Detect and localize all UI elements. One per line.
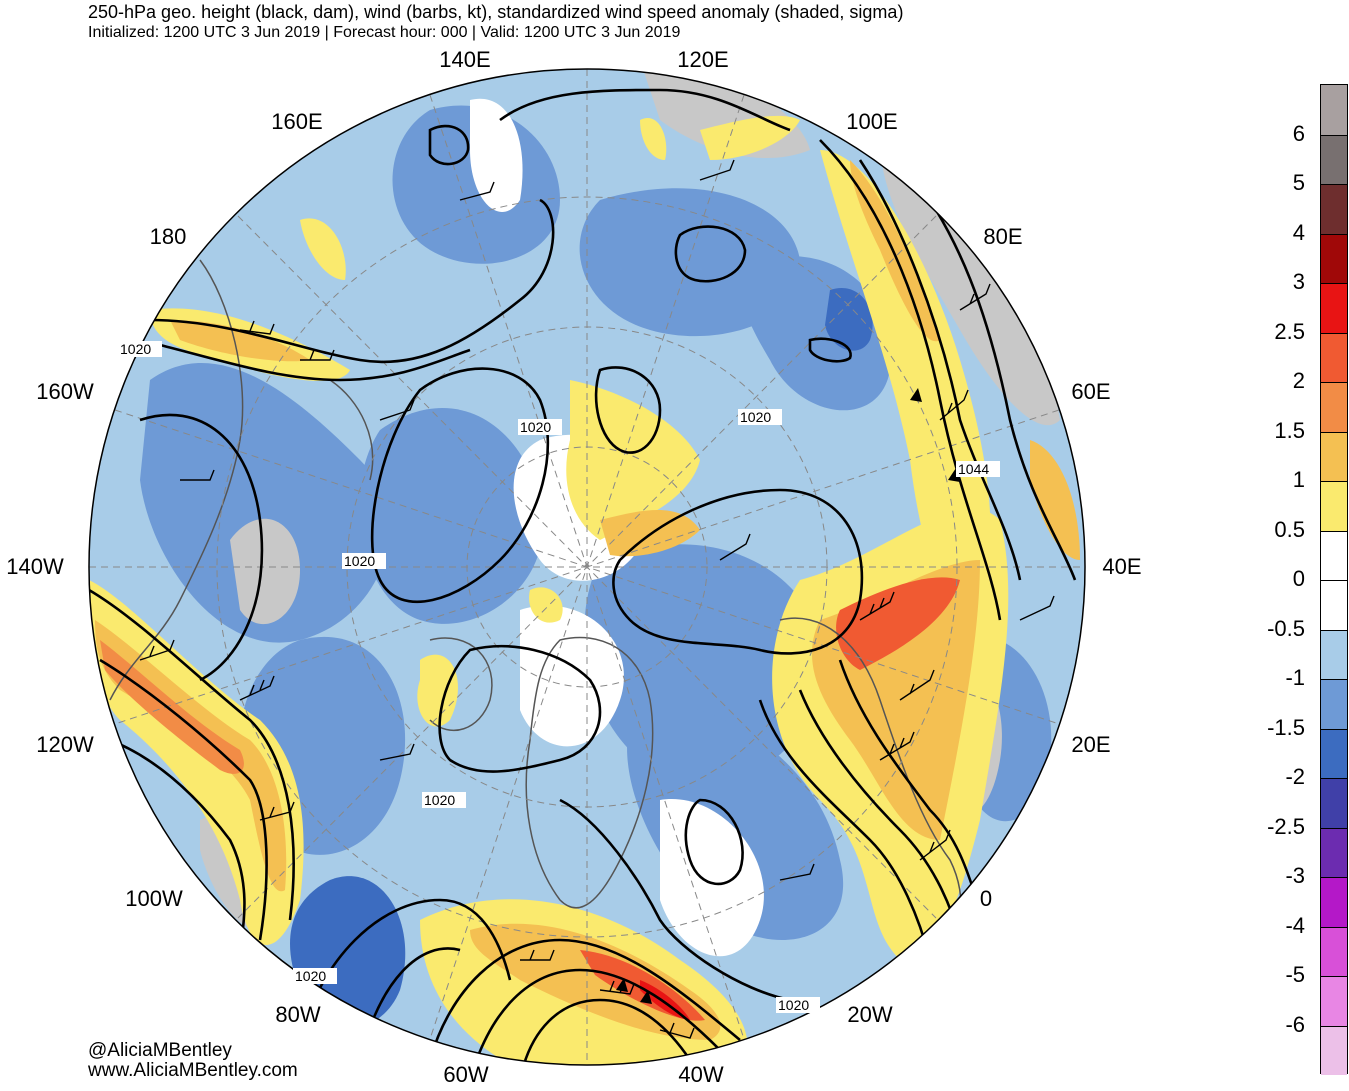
colorbar-swatch bbox=[1321, 629, 1347, 679]
contour-labels: 1020 1020 1020 1044 1020 1020 1020 1020 bbox=[118, 341, 1000, 1013]
contour-label: 1044 bbox=[958, 461, 989, 477]
colorbar-label: -4 bbox=[1285, 912, 1305, 938]
colorbar-label: 4 bbox=[1292, 219, 1305, 245]
colorbar-label: -6 bbox=[1285, 1011, 1305, 1037]
wind-barbs bbox=[139, 159, 1055, 1039]
colorbar-label: -1 bbox=[1285, 665, 1305, 690]
contour-label: 1020 bbox=[520, 419, 551, 435]
longitude-label: 160W bbox=[36, 379, 94, 404]
colorbar-swatch bbox=[1321, 530, 1347, 580]
longitude-label: 0 bbox=[979, 886, 993, 911]
colorbar-swatch bbox=[1321, 827, 1347, 877]
colorbar-label: 2.5 bbox=[1274, 318, 1305, 344]
longitude-label: 60W bbox=[443, 1062, 489, 1087]
colorbar-swatch bbox=[1321, 233, 1347, 283]
longitude-label: 40E bbox=[1102, 554, 1142, 579]
longitude-label: 140W bbox=[6, 554, 64, 579]
graticule bbox=[89, 69, 1085, 1065]
colorbar-label: -0.5 bbox=[1267, 615, 1305, 641]
colorbar-swatch bbox=[1321, 184, 1347, 234]
contour-label: 1020 bbox=[778, 997, 809, 1013]
colorbar-swatch bbox=[1321, 728, 1347, 778]
longitude-label: 40W bbox=[678, 1062, 724, 1087]
colorbar-swatch bbox=[1321, 382, 1347, 432]
colorbar-swatch bbox=[1321, 134, 1347, 184]
colorbar-swatch bbox=[1321, 877, 1347, 927]
colorbar-swatch bbox=[1321, 976, 1347, 1026]
contour-label: 1020 bbox=[424, 792, 455, 808]
colorbar-label: 5 bbox=[1292, 170, 1305, 195]
contour-label: 1020 bbox=[740, 409, 771, 425]
longitude-label: 120E bbox=[677, 47, 729, 72]
longitude-label: 160E bbox=[271, 109, 323, 134]
colorbar-label: 0 bbox=[1292, 566, 1305, 591]
longitude-label: 100E bbox=[846, 109, 898, 134]
colorbar-label: 1 bbox=[1292, 467, 1305, 492]
colorbar-swatch bbox=[1321, 283, 1347, 333]
map-border bbox=[88, 68, 1086, 1066]
chart-title: 250-hPa geo. height (black, dam), wind (… bbox=[88, 2, 904, 22]
longitude-label: 180 bbox=[149, 224, 187, 249]
colorbar-swatch bbox=[1321, 778, 1347, 828]
longitude-label: 80W bbox=[275, 1002, 321, 1027]
colorbar-label: 2 bbox=[1292, 368, 1305, 393]
colorbar-swatch bbox=[1321, 431, 1347, 481]
colorbar-swatches bbox=[1320, 84, 1348, 1075]
colorbar-label: -2 bbox=[1285, 764, 1305, 789]
chart-subtitle: Initialized: 1200 UTC 3 Jun 2019 | Forec… bbox=[88, 24, 681, 41]
colorbar-swatch bbox=[1321, 85, 1347, 135]
colorbar-label: -3 bbox=[1285, 863, 1305, 888]
colorbar-swatch bbox=[1321, 1025, 1347, 1075]
colorbar-label: 0.5 bbox=[1274, 516, 1305, 542]
credit-handle: @AliciaMBentley bbox=[88, 1040, 232, 1061]
colorbar-swatch bbox=[1321, 580, 1347, 630]
longitude-label: 20W bbox=[847, 1002, 893, 1027]
colorbar-label: -1.5 bbox=[1267, 714, 1305, 740]
colorbar-label: 1.5 bbox=[1274, 417, 1305, 443]
contour-label: 1020 bbox=[295, 968, 326, 984]
colorbar-label: 3 bbox=[1292, 269, 1305, 294]
colorbar-swatch bbox=[1321, 679, 1347, 729]
contour-label: 1020 bbox=[344, 553, 375, 569]
height-contours bbox=[89, 88, 1077, 1065]
colorbar-label: -2.5 bbox=[1267, 813, 1305, 839]
longitude-label: 140E bbox=[439, 47, 491, 72]
longitude-label: 20E bbox=[1071, 732, 1111, 757]
colorbar-swatch bbox=[1321, 481, 1347, 531]
contour-label: 1020 bbox=[120, 341, 151, 357]
longitude-label: 80E bbox=[983, 224, 1023, 249]
longitude-label: 100W bbox=[125, 886, 183, 911]
credit-website: www.AliciaMBentley.com bbox=[88, 1060, 298, 1081]
colorbar-label: 6 bbox=[1292, 120, 1305, 146]
wind-pennants bbox=[616, 388, 960, 1004]
longitude-label: 60E bbox=[1071, 379, 1111, 404]
colorbar-swatch bbox=[1321, 926, 1347, 976]
longitude-label: 120W bbox=[36, 732, 94, 757]
colorbar-swatch bbox=[1321, 332, 1347, 382]
colorbar-label: -5 bbox=[1285, 962, 1305, 987]
